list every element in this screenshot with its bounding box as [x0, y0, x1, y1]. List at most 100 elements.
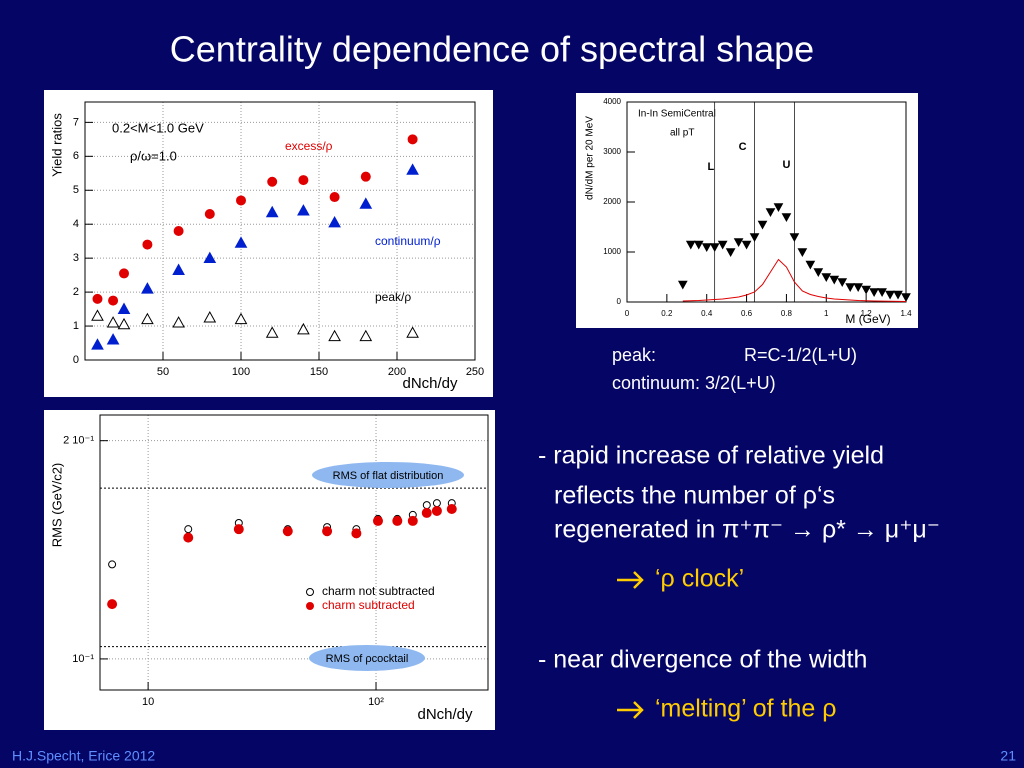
- data-point: [359, 329, 373, 342]
- region-label: L: [707, 161, 714, 173]
- reference-badge: [309, 645, 425, 671]
- data-point: [725, 248, 736, 258]
- y-tick-label: 2: [73, 286, 79, 298]
- data-point: [233, 524, 244, 535]
- y-tick-label: 2 10⁻¹: [63, 435, 94, 447]
- chart-panel: [44, 90, 493, 397]
- data-point: [106, 316, 120, 328]
- data-point: [117, 302, 131, 314]
- x-tick-label: 150: [310, 366, 328, 378]
- y-tick-label: 2000: [603, 197, 621, 206]
- data-point: [108, 295, 119, 306]
- data-point: [869, 288, 879, 298]
- x-axis-label: M (GeV): [845, 312, 890, 326]
- data-point: [845, 283, 856, 293]
- data-point: [861, 285, 871, 295]
- x-tick-label: 200: [388, 366, 406, 378]
- data-point: [781, 213, 792, 223]
- y-tick-label: 3: [73, 252, 79, 264]
- x-tick-label: 0.4: [701, 309, 713, 318]
- annotation: 0.2<M<1.0 GeV: [112, 120, 204, 135]
- plot-frame: [626, 101, 907, 303]
- data-point: [141, 312, 154, 325]
- y-tick-label: 4: [73, 218, 79, 230]
- reference-badge: [312, 462, 464, 488]
- y-tick-label: 0: [73, 354, 79, 366]
- data-point: [733, 238, 744, 248]
- x-tick-label: 0.6: [741, 309, 753, 318]
- data-point: [204, 209, 215, 220]
- chart-panel: [44, 410, 495, 730]
- x-axis-label: dNch/dy: [402, 375, 458, 392]
- legend-label: excess/ρ: [285, 139, 333, 153]
- y-axis-label: RMS (GeV/c2): [49, 463, 64, 548]
- data-point: [677, 280, 688, 290]
- annotation: ρ/ω=1.0: [130, 148, 177, 163]
- x-tick-label: 1.2: [861, 309, 873, 318]
- legend-label: peak/ρ: [375, 290, 411, 304]
- bullet: - rapid increase of relative yield: [538, 442, 884, 470]
- x-tick-label: 50: [157, 366, 169, 378]
- data-point: [91, 309, 104, 321]
- data-point: [372, 515, 383, 526]
- arrow-icon: [617, 571, 644, 719]
- slide-title: Centrality dependence of spectral shape: [170, 29, 814, 70]
- data-point: [901, 293, 911, 303]
- data-point: [407, 515, 418, 526]
- data-point: [741, 240, 752, 250]
- y-tick-label: 4000: [603, 97, 621, 106]
- data-point: [236, 195, 246, 206]
- data-point: [749, 233, 760, 243]
- data-point: [267, 176, 278, 187]
- data-point: [107, 599, 118, 610]
- data-point: [877, 288, 887, 298]
- data-point: [322, 526, 333, 537]
- data-point: [853, 283, 864, 293]
- data-point: [693, 240, 704, 250]
- bullet: reflects the number of ρ‘s: [554, 482, 835, 510]
- data-point: [885, 290, 895, 300]
- legend-marker: [306, 602, 314, 610]
- legend-label: charm subtracted: [322, 598, 415, 612]
- data-point: [685, 240, 696, 250]
- data-point: [265, 326, 279, 338]
- legend-label: charm not subtracted: [322, 584, 435, 598]
- data-point: [298, 175, 309, 186]
- data-point: [265, 205, 279, 218]
- region-label: C: [739, 141, 747, 153]
- x-tick-label: 10: [142, 696, 154, 708]
- data-point: [106, 333, 120, 345]
- data-point: [351, 528, 362, 539]
- x-tick-label: 250: [466, 366, 484, 378]
- data-point: [422, 501, 431, 510]
- x-tick-label: 1.4: [900, 309, 912, 318]
- data-point: [203, 311, 217, 323]
- y-tick-label: 7: [73, 116, 79, 128]
- data-point: [173, 226, 184, 236]
- x-tick-label: 0.8: [781, 309, 793, 318]
- note: peak:: [612, 345, 656, 365]
- data-point: [765, 208, 776, 218]
- x-tick-label: 0.2: [661, 309, 673, 318]
- y-tick-label: 1000: [603, 247, 621, 256]
- y-axis-label: dN/dM per 20 MeV: [585, 116, 596, 200]
- annotation: all pT: [670, 128, 694, 139]
- y-tick-label: 6: [73, 150, 79, 162]
- region-label: U: [782, 159, 790, 171]
- legend-marker: [306, 588, 314, 596]
- data-point: [432, 499, 441, 508]
- data-point: [183, 532, 194, 543]
- x-tick-label: 1: [824, 309, 829, 318]
- data-point: [328, 329, 341, 342]
- chart-panel: [576, 93, 918, 328]
- y-tick-label: 5: [73, 184, 79, 196]
- data-point: [359, 197, 373, 209]
- data-point: [184, 525, 193, 534]
- data-point: [329, 192, 340, 203]
- data-point: [406, 163, 419, 175]
- data-point: [421, 507, 432, 518]
- data-point: [446, 503, 457, 514]
- data-point: [837, 278, 848, 288]
- data-point: [282, 526, 293, 537]
